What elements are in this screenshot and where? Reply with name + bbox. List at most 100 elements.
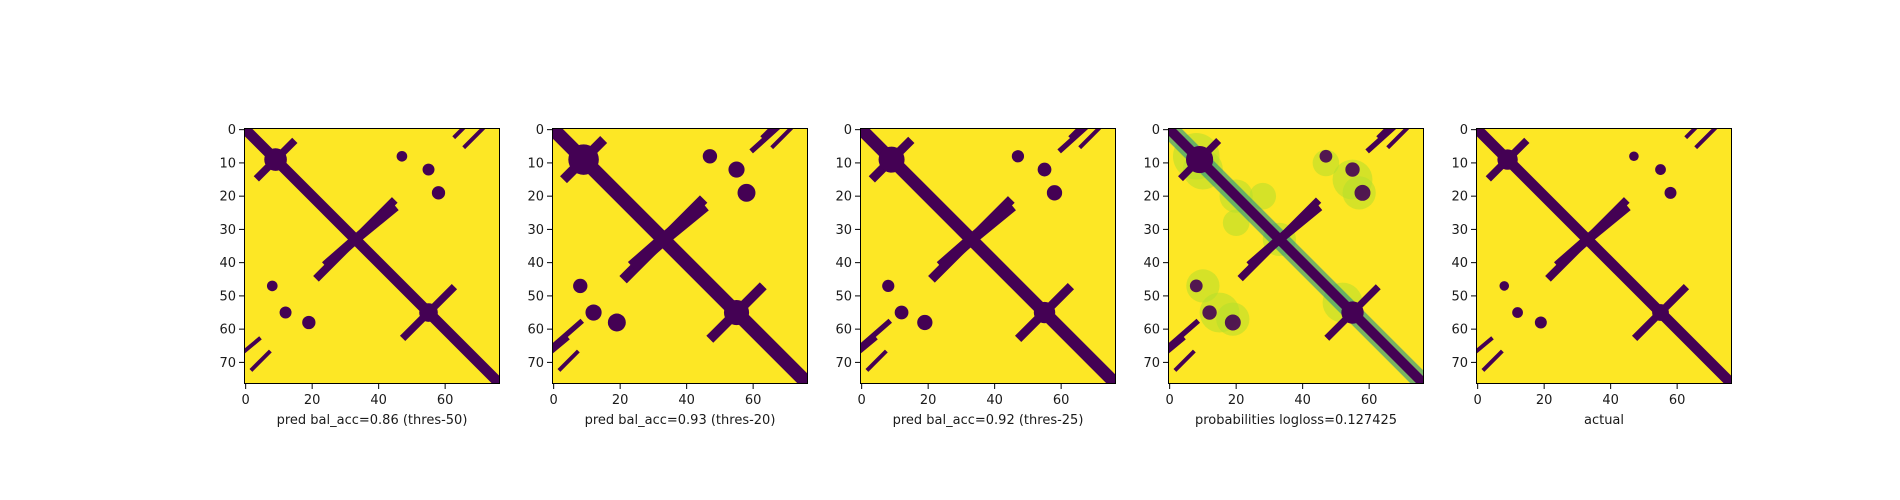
arm — [1246, 233, 1286, 269]
probability-halo — [1249, 182, 1277, 210]
strand — [1684, 128, 1699, 140]
contact-blob — [266, 280, 278, 292]
strand — [1481, 349, 1504, 372]
y-tick-label: 20 — [1451, 190, 1468, 205]
strand — [860, 336, 878, 355]
probability-halo — [1312, 149, 1340, 177]
strand — [1168, 318, 1201, 350]
x-tick-label: 40 — [1602, 393, 1619, 408]
heatmap-cells — [860, 128, 1116, 384]
contact-blob — [1629, 151, 1639, 162]
strand — [1068, 128, 1083, 140]
y-tick-label: 20 — [1143, 190, 1160, 205]
contact-blob — [1497, 149, 1518, 170]
contact-blob — [1319, 149, 1333, 163]
arm — [654, 200, 709, 249]
contact-blob — [1345, 162, 1360, 177]
contact-blob — [568, 144, 599, 175]
strand — [557, 349, 580, 372]
contact-blob — [1499, 281, 1510, 291]
contact-blob — [728, 161, 745, 178]
heatmap-cells — [1168, 128, 1424, 384]
contact-blob — [1354, 184, 1371, 201]
contact-blob — [573, 278, 588, 294]
heatmap-cells — [244, 128, 500, 384]
contact-blob — [1011, 150, 1025, 163]
strand — [760, 128, 775, 140]
y-tick-label: 30 — [835, 223, 852, 238]
x-tick-label: 60 — [1669, 393, 1686, 408]
contact-blob — [702, 149, 718, 164]
axes-frame — [860, 128, 1116, 384]
y-tick-label: 50 — [527, 289, 544, 304]
probability-halo — [1186, 269, 1220, 303]
axes-frame — [552, 128, 808, 384]
y-tick-label: 70 — [219, 356, 236, 371]
x-tick-label: 20 — [1536, 393, 1553, 408]
contact-blob — [1341, 301, 1364, 324]
y-tick-label: 60 — [1451, 323, 1468, 338]
x-tick-label: 40 — [986, 393, 1003, 408]
contact-blob — [419, 303, 438, 322]
strand — [1057, 128, 1090, 154]
x-tick-label: 40 — [678, 393, 695, 408]
heatmap-panel-4: 0 20 40 60 0 10 20 30 40 50 60 70 probabilities logl… — [1143, 123, 1424, 428]
contact-blob — [1046, 185, 1063, 201]
strand — [1476, 336, 1494, 355]
x-tick-label: 40 — [1294, 393, 1311, 408]
x-axis-label: pred bal_acc=0.92 (thres-25) — [893, 413, 1084, 428]
y-tick-label: 0 — [844, 123, 852, 138]
contact-blob — [723, 299, 750, 326]
y-tick-label: 60 — [1143, 323, 1160, 338]
x-tick-label: 60 — [1053, 393, 1070, 408]
x-tick-label: 60 — [1361, 393, 1378, 408]
contact-blob — [737, 183, 756, 202]
y-tick-label: 10 — [1143, 156, 1160, 171]
arm — [1273, 203, 1323, 246]
contact-blob — [878, 146, 905, 173]
y-tick-label: 50 — [1143, 289, 1160, 304]
strand — [1365, 128, 1398, 154]
y-tick-label: 60 — [219, 323, 236, 338]
strand — [552, 336, 570, 355]
contact-blob — [894, 305, 909, 320]
x-tick-label: 0 — [1166, 393, 1174, 408]
strand — [1386, 128, 1411, 150]
y-tick-label: 70 — [1451, 356, 1468, 371]
y-tick-label: 40 — [1143, 256, 1160, 271]
axes-frame — [1476, 128, 1732, 384]
y-tick-label: 40 — [219, 256, 236, 271]
x-tick-label: 40 — [370, 393, 387, 408]
y-tick-label: 50 — [835, 289, 852, 304]
strand — [749, 128, 782, 154]
contact-blob — [1664, 186, 1677, 199]
arm — [963, 201, 1016, 248]
contact-blob — [431, 186, 446, 200]
contact-blob — [607, 313, 626, 332]
y-tick-label: 60 — [527, 323, 544, 338]
x-tick-label: 20 — [304, 393, 321, 408]
strand — [249, 349, 272, 372]
y-tick-label: 20 — [219, 190, 236, 205]
x-tick-label: 0 — [858, 393, 866, 408]
axes-frame — [1168, 128, 1424, 384]
x-axis-label: actual — [1584, 413, 1624, 428]
y-tick-label: 40 — [527, 256, 544, 271]
probability-halo — [1222, 209, 1250, 237]
x-tick-label: 0 — [550, 393, 558, 408]
arm — [348, 202, 399, 247]
contact-blob — [422, 163, 435, 176]
y-tick-label: 30 — [1451, 223, 1468, 238]
x-tick-label: 0 — [242, 393, 250, 408]
y-tick-label: 60 — [835, 323, 852, 338]
y-tick-label: 70 — [1143, 356, 1160, 371]
y-tick-label: 0 — [1460, 123, 1468, 138]
strand — [552, 318, 585, 350]
strand — [1173, 349, 1196, 372]
contact-blob — [1037, 162, 1052, 177]
y-tick-label: 70 — [527, 356, 544, 371]
x-tick-label: 20 — [920, 393, 937, 408]
contact-blob — [1655, 164, 1666, 175]
contact-blob — [1224, 314, 1241, 331]
